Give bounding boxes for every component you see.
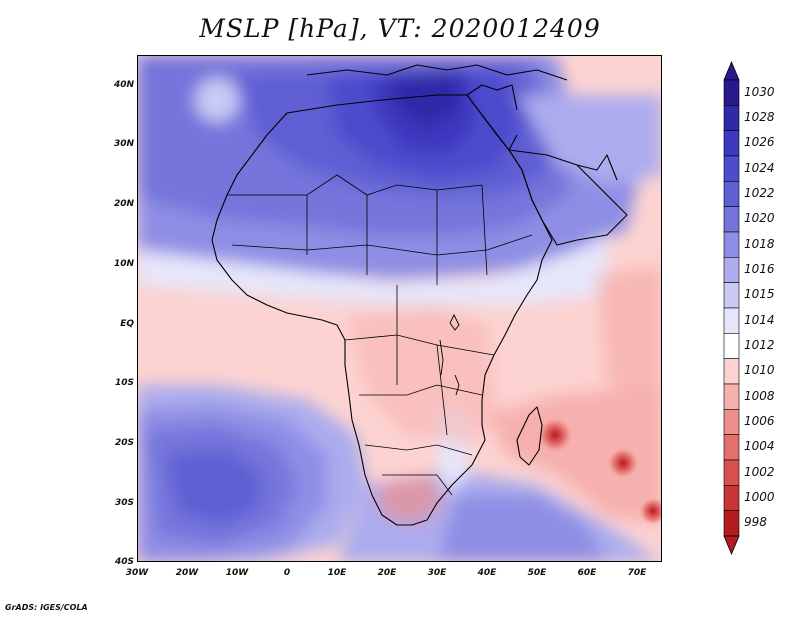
colorbar-label: 1002 <box>744 464 775 479</box>
lon-label: 20E <box>377 568 397 578</box>
tropical-lows <box>537 417 662 525</box>
lon-label: 10W <box>225 568 249 578</box>
colorbar-label: 1012 <box>744 338 775 352</box>
colorbar-label: 1016 <box>744 262 775 276</box>
pressure-shading <box>137 55 662 562</box>
colorbar-swatch <box>723 383 740 410</box>
low-center-3 <box>639 497 662 525</box>
colorbar-swatch <box>723 181 740 207</box>
lon-label: 10E <box>327 568 347 578</box>
coastlines <box>211 64 628 526</box>
pressure-field-map <box>137 55 662 562</box>
colorbar-label: 1030 <box>744 84 775 99</box>
low-center-2 <box>607 447 639 479</box>
lat-label: 30N <box>113 139 134 149</box>
colorbar-label: 1014 <box>744 312 775 327</box>
colorbar-swatch <box>723 510 740 537</box>
colorbar-swatch <box>723 434 740 461</box>
colorbar-swatch <box>723 231 740 258</box>
colorbar-swatch <box>723 358 740 385</box>
lakes <box>439 313 460 396</box>
lon-label: 50E <box>527 568 547 578</box>
lon-label: 60E <box>577 568 597 578</box>
lat-label: 40S <box>114 557 134 567</box>
lat-label: EQ <box>120 319 134 329</box>
lon-label: 20W <box>175 568 199 578</box>
lat-label: 20N <box>113 199 134 209</box>
colorbar-swatch <box>723 206 740 233</box>
colorbar-swatch <box>723 333 740 359</box>
lon-label: 0 <box>283 568 291 578</box>
colorbar-swatch <box>723 79 740 106</box>
colorbar-label: 1008 <box>744 388 775 403</box>
lat-label: 30S <box>114 498 134 508</box>
colorbar-label: 998 <box>744 515 767 530</box>
lon-label: 30E <box>427 568 447 578</box>
colorbar-label: 1018 <box>744 236 775 251</box>
colorbar-label: 1022 <box>744 186 775 200</box>
lat-label: 10S <box>114 378 134 388</box>
colorbar-label: 1028 <box>744 110 775 124</box>
colorbar-label: 1006 <box>744 414 775 428</box>
colorbar-swatch <box>723 459 740 486</box>
lon-label: 70E <box>627 568 647 578</box>
colorbar <box>723 60 740 556</box>
colorbar-swatch <box>723 130 740 157</box>
map-title: MSLP [hPa], VT: 2020012409 <box>199 14 601 43</box>
colorbar-label: 1000 <box>744 490 775 504</box>
colorbar-swatch <box>723 307 740 334</box>
colorbar-arrow-bottom <box>723 535 740 556</box>
lon-label: 40E <box>477 568 497 578</box>
colorbar-label: 1015 <box>744 287 775 302</box>
colorbar-swatch <box>723 485 740 511</box>
lat-label: 10N <box>113 259 134 269</box>
lon-label: 30W <box>125 568 149 578</box>
colorbar-swatch <box>723 257 740 283</box>
colorbar-swatch <box>723 105 740 131</box>
colorbar-label: 1024 <box>744 160 775 175</box>
country-borders <box>227 174 533 496</box>
colorbar-label: 1010 <box>744 363 775 378</box>
low-center-1 <box>537 417 573 453</box>
colorbar-swatch <box>723 409 740 435</box>
colorbar-swatch <box>723 282 740 309</box>
colorbar-label: 1004 <box>744 439 775 454</box>
lat-label: 20S <box>114 438 134 448</box>
colorbar-arrow-top <box>723 60 740 81</box>
map-panel <box>137 55 662 562</box>
lat-label: 40N <box>113 80 134 90</box>
colorbar-label: 1020 <box>744 211 775 226</box>
colorbar-label: 1026 <box>744 135 775 150</box>
credit-text: GrADS: IGES/COLA <box>5 603 88 612</box>
colorbar-swatch <box>723 155 740 182</box>
